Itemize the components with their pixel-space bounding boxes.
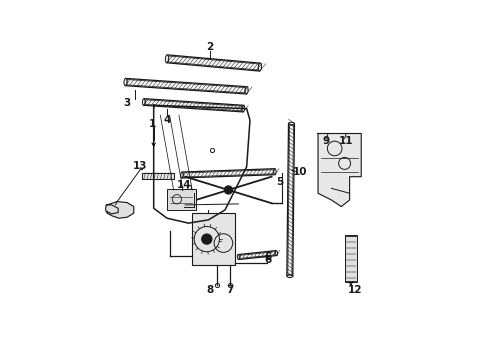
Text: 13: 13: [133, 161, 147, 171]
Bar: [287, 123, 294, 276]
Bar: [192, 213, 235, 265]
Text: 12: 12: [347, 285, 362, 295]
Text: 9: 9: [323, 136, 330, 146]
Circle shape: [202, 234, 212, 244]
Polygon shape: [142, 173, 173, 179]
Text: 10: 10: [293, 167, 307, 177]
Bar: [288, 125, 294, 275]
Ellipse shape: [274, 169, 276, 175]
Text: 2: 2: [206, 41, 214, 51]
Ellipse shape: [287, 275, 293, 278]
Ellipse shape: [275, 251, 277, 256]
Text: 6: 6: [264, 252, 271, 262]
Text: 14: 14: [177, 180, 192, 190]
Polygon shape: [105, 202, 134, 218]
Text: 1: 1: [148, 118, 156, 129]
Circle shape: [224, 186, 232, 194]
Ellipse shape: [237, 255, 240, 260]
FancyBboxPatch shape: [167, 189, 196, 210]
Text: 8: 8: [206, 285, 214, 295]
Text: 3: 3: [123, 98, 131, 108]
Ellipse shape: [289, 122, 294, 125]
Bar: [145, 100, 242, 111]
Bar: [240, 252, 275, 258]
Text: 5: 5: [276, 177, 284, 187]
Bar: [182, 169, 275, 178]
FancyBboxPatch shape: [345, 235, 357, 282]
Ellipse shape: [143, 99, 145, 105]
Bar: [238, 251, 277, 260]
Text: 6: 6: [265, 255, 272, 265]
Ellipse shape: [245, 87, 248, 94]
Bar: [169, 56, 259, 70]
Polygon shape: [318, 134, 361, 207]
Bar: [144, 99, 244, 112]
Bar: [183, 170, 273, 177]
Text: 4: 4: [163, 114, 171, 125]
Ellipse shape: [258, 63, 262, 71]
Bar: [127, 80, 245, 93]
Bar: [167, 55, 260, 71]
Ellipse shape: [181, 172, 183, 178]
Ellipse shape: [124, 78, 127, 86]
Text: 7: 7: [226, 285, 234, 295]
Bar: [125, 78, 247, 94]
Ellipse shape: [242, 105, 245, 112]
Text: 11: 11: [339, 136, 353, 146]
Ellipse shape: [165, 55, 169, 63]
